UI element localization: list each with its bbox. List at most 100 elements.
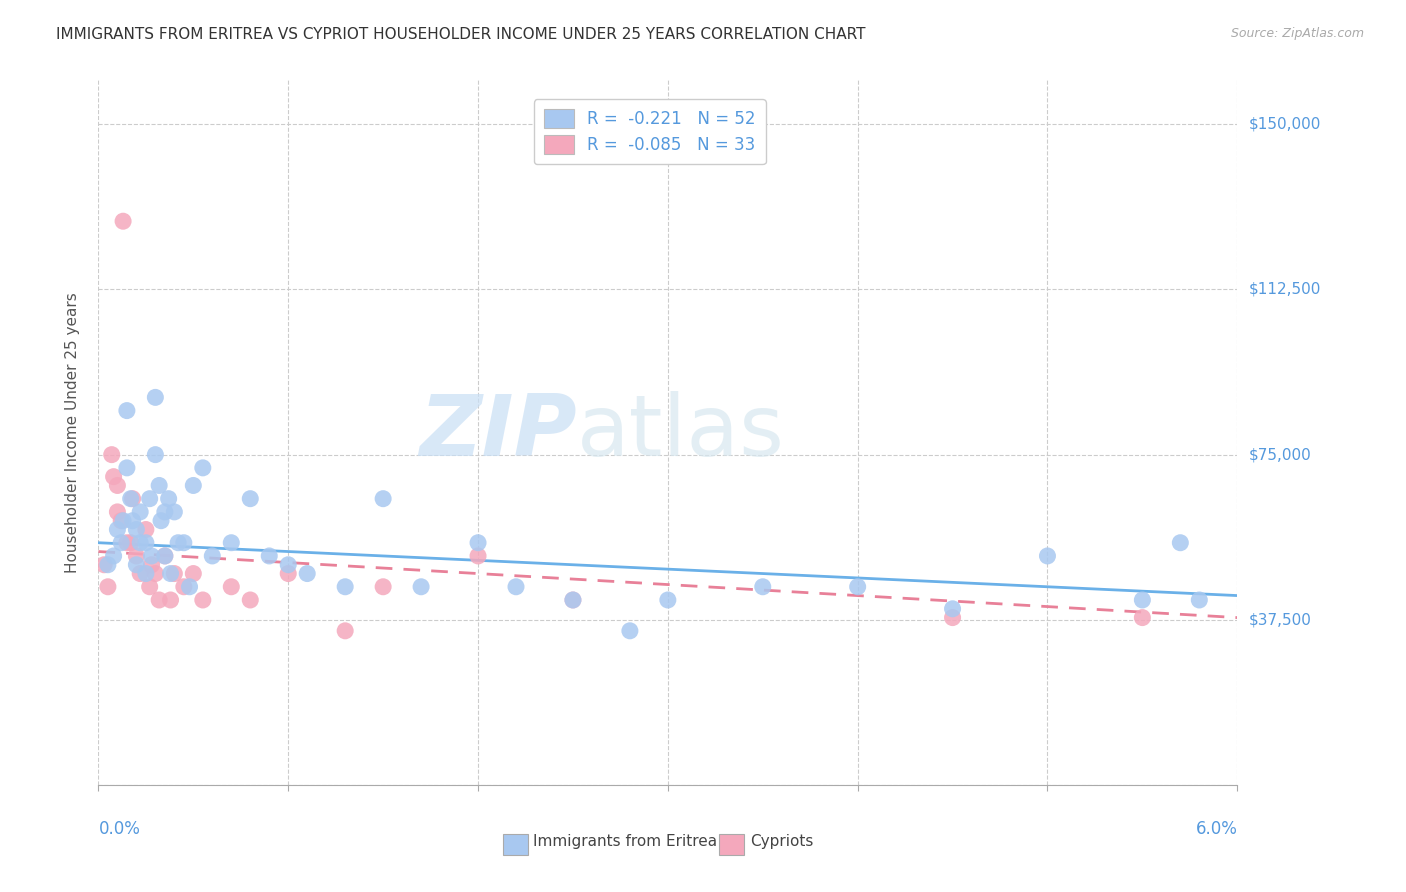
Point <box>150 514 173 528</box>
Point <box>112 214 135 228</box>
Point <box>561 593 585 607</box>
Point <box>120 491 142 506</box>
Point <box>183 478 205 492</box>
Point <box>1036 549 1059 563</box>
Point <box>107 478 129 492</box>
Text: Cypriots: Cypriots <box>749 834 813 849</box>
Point <box>277 558 299 572</box>
Point <box>297 566 319 581</box>
Point <box>107 523 129 537</box>
Point <box>121 514 143 528</box>
Point <box>115 535 138 549</box>
Point <box>145 448 166 462</box>
Point <box>145 566 166 581</box>
Point <box>97 580 120 594</box>
Point <box>100 448 122 462</box>
Point <box>157 491 180 506</box>
Point <box>846 580 869 594</box>
Point <box>125 523 148 537</box>
Text: atlas: atlas <box>576 391 785 475</box>
Point <box>505 580 527 594</box>
Point <box>752 580 775 594</box>
Y-axis label: Householder Income Under 25 years: Householder Income Under 25 years <box>65 293 80 573</box>
Point <box>467 535 489 549</box>
Point <box>125 549 148 563</box>
Point <box>371 491 394 506</box>
Point <box>335 624 357 638</box>
Point <box>93 558 115 572</box>
Point <box>179 580 201 594</box>
Point <box>107 505 129 519</box>
Point <box>619 624 641 638</box>
Text: $75,000: $75,000 <box>1249 447 1312 462</box>
Text: $112,500: $112,500 <box>1249 282 1322 297</box>
Point <box>121 491 143 506</box>
Point <box>135 523 157 537</box>
Point <box>153 549 176 563</box>
Point <box>277 566 299 581</box>
Point <box>1170 535 1192 549</box>
Point <box>942 601 965 615</box>
Text: IMMIGRANTS FROM ERITREA VS CYPRIOT HOUSEHOLDER INCOME UNDER 25 YEARS CORRELATION: IMMIGRANTS FROM ERITREA VS CYPRIOT HOUSE… <box>56 27 866 42</box>
Point <box>153 549 176 563</box>
Point <box>467 549 489 563</box>
Point <box>371 580 394 594</box>
Point <box>115 403 138 417</box>
Point <box>112 514 135 528</box>
Point <box>335 580 357 594</box>
Point <box>1130 610 1153 624</box>
Text: $150,000: $150,000 <box>1249 117 1322 132</box>
Text: Source: ZipAtlas.com: Source: ZipAtlas.com <box>1230 27 1364 40</box>
Point <box>120 535 142 549</box>
Point <box>173 535 195 549</box>
Point <box>657 593 679 607</box>
Point <box>219 580 243 594</box>
Point <box>110 514 132 528</box>
Point <box>411 580 433 594</box>
Text: ZIP: ZIP <box>419 391 576 475</box>
Point <box>115 461 138 475</box>
Point <box>191 593 214 607</box>
Point <box>138 580 160 594</box>
Point <box>239 491 262 506</box>
Point <box>163 566 186 581</box>
Point <box>183 566 205 581</box>
Text: $37,500: $37,500 <box>1249 612 1312 627</box>
Point <box>135 566 157 581</box>
Bar <box>503 834 527 855</box>
Point <box>129 505 152 519</box>
Point <box>159 593 181 607</box>
Point <box>125 558 148 572</box>
Point <box>173 580 195 594</box>
Point <box>942 610 965 624</box>
Text: Immigrants from Eritrea: Immigrants from Eritrea <box>533 834 717 849</box>
Point <box>163 505 186 519</box>
Point <box>1130 593 1153 607</box>
Point <box>148 478 170 492</box>
Point <box>141 549 163 563</box>
Point <box>148 593 170 607</box>
Point <box>1188 593 1211 607</box>
Point <box>159 566 181 581</box>
Point <box>167 535 190 549</box>
Point <box>153 505 176 519</box>
Point <box>135 535 157 549</box>
Point <box>145 391 166 405</box>
Point <box>103 469 125 483</box>
Point <box>103 549 125 563</box>
Point <box>201 549 224 563</box>
Point <box>259 549 281 563</box>
Point <box>561 593 585 607</box>
Bar <box>718 834 744 855</box>
Point <box>97 558 120 572</box>
Text: 0.0%: 0.0% <box>98 821 141 838</box>
Point <box>219 535 243 549</box>
Point <box>191 461 214 475</box>
Text: 6.0%: 6.0% <box>1195 821 1237 838</box>
Legend: R =  -0.221   N = 52, R =  -0.085   N = 33: R = -0.221 N = 52, R = -0.085 N = 33 <box>534 99 766 164</box>
Point <box>110 535 132 549</box>
Point <box>138 491 160 506</box>
Point <box>129 535 152 549</box>
Point <box>239 593 262 607</box>
Point <box>129 566 152 581</box>
